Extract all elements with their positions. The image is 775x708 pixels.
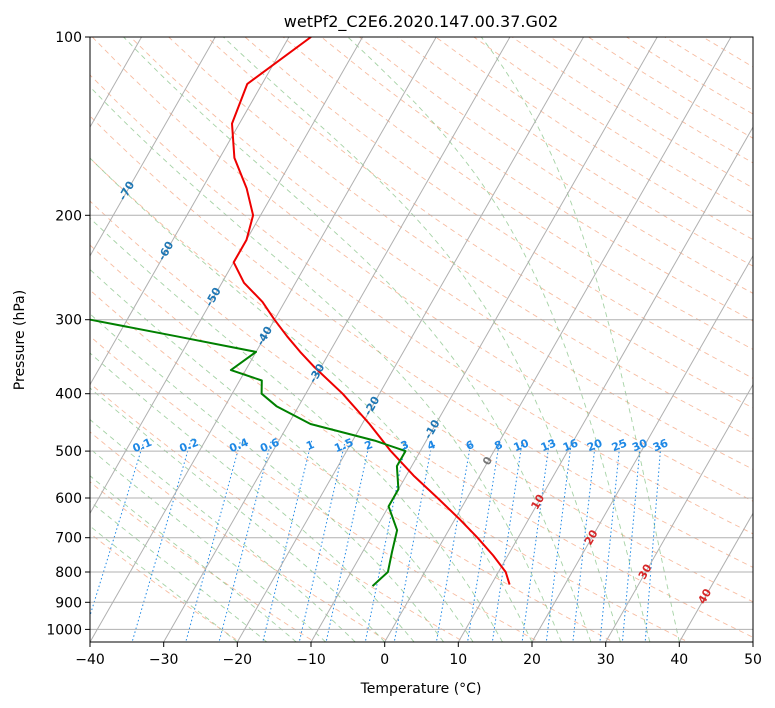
mixing-ratio-line	[435, 440, 472, 642]
mixing-ratio-line	[298, 440, 346, 642]
moist-adiabat-line	[90, 448, 327, 642]
x-tick-label: −40	[75, 652, 105, 668]
y-tick-label: 1000	[46, 622, 82, 638]
y-tick-label: 300	[55, 313, 82, 329]
y-tick-label: 700	[55, 531, 82, 547]
moist-adiabat-line	[347, 37, 651, 642]
mixing-ratio-line	[393, 440, 434, 642]
mixing-ratio-line	[185, 440, 242, 642]
dry-adiabat-line	[90, 289, 615, 642]
dry-adiabat-line	[321, 37, 753, 322]
y-tick-label: 900	[55, 595, 82, 611]
dry-adiabat-line	[90, 74, 753, 535]
x-tick-label: −10	[296, 652, 326, 668]
mixing-ratio-label: 2	[363, 438, 375, 453]
skewed-isotherms	[90, 37, 753, 642]
dry-adiabat-line	[168, 37, 753, 439]
mixing-ratio-label: 8	[493, 438, 505, 453]
plot-frame	[89, 36, 754, 643]
mixing-ratio-label: 30	[630, 436, 649, 454]
y-tick-label: 100	[55, 30, 82, 46]
profile-series	[90, 37, 511, 587]
x-tick-label: 50	[744, 652, 762, 668]
isotherm-line	[236, 37, 585, 642]
isotherm-line	[457, 126, 753, 642]
moist-adiabat-line	[90, 352, 415, 642]
y-axis-ticks: 100 200 300 400 500 600 700 800 900 1000	[46, 30, 90, 638]
mixing-ratio-label: 10	[512, 436, 531, 454]
x-axis-ticks: −40 −30 −20 −10 0 10 20 30 40 50	[75, 642, 762, 668]
chart-title: wetPf2_C2E6.2020.147.00.37.G02	[284, 12, 558, 32]
dry-adiabat-line	[90, 335, 540, 642]
y-tick-label: 500	[55, 444, 82, 460]
dry-adiabat-line	[244, 37, 753, 379]
moist-adiabat-line	[90, 86, 562, 642]
mixing-ratio-line	[364, 440, 407, 642]
mixing-ratio-lines	[90, 440, 662, 642]
temperature-profile-line	[231, 37, 511, 585]
mixing-ratio-line	[131, 440, 192, 642]
moist-adiabat-line	[480, 37, 680, 642]
mixing-ratio-label: 3	[399, 438, 411, 453]
isotherm-line	[531, 254, 753, 642]
x-tick-label: 30	[597, 652, 615, 668]
isotherm-line	[163, 37, 511, 642]
mixing-ratio-label: 1	[304, 438, 316, 453]
moist-adiabat-line	[123, 37, 592, 642]
isotherm-line	[678, 512, 753, 642]
y-tick-label: 200	[55, 208, 82, 224]
x-tick-label: 10	[449, 652, 467, 668]
moist-adiabats	[90, 37, 680, 642]
x-tick-label: 0	[380, 652, 389, 668]
dry-adiabat-line	[90, 115, 753, 568]
isotherm-line	[90, 37, 437, 642]
y-tick-label: 600	[55, 491, 82, 507]
mixing-ratio-label: 16	[561, 436, 580, 454]
mixing-ratio-line	[218, 440, 272, 642]
x-tick-label: −30	[149, 652, 179, 668]
mixing-ratio-line	[262, 440, 313, 642]
mixing-ratio-label: 25	[610, 437, 629, 455]
isotherm-line	[384, 37, 732, 642]
moist-adiabat-line	[90, 268, 474, 642]
mixing-ratio-line	[325, 440, 371, 642]
moist-adiabat-line	[223, 37, 621, 642]
moist-adiabat-line	[90, 157, 533, 642]
mixing-ratio-label: 36	[651, 436, 670, 454]
mixing-ratio-label: 13	[539, 437, 558, 455]
x-axis-label: Temperature (°C)	[360, 681, 482, 697]
moist-adiabat-line	[90, 475, 297, 642]
y-axis-label: Pressure (hPa)	[12, 290, 28, 390]
moist-adiabat-line	[90, 500, 268, 642]
dry-adiabat-line	[91, 37, 753, 502]
dry-adiabat-line	[90, 157, 753, 603]
plot-area: -100-90-80-70-60-50-40-30-20-10010203040…	[90, 37, 753, 642]
x-tick-label: 40	[670, 652, 688, 668]
x-tick-label: −20	[223, 652, 253, 668]
mixing-ratio-label: 20	[585, 436, 604, 454]
isobar-gridlines	[90, 37, 753, 630]
isotherm-line	[90, 37, 290, 386]
isotherm-line	[310, 37, 658, 642]
isotherm-line	[605, 383, 753, 642]
x-tick-label: 20	[523, 652, 541, 668]
moist-adiabat-line	[90, 217, 503, 642]
isotherm-line	[90, 37, 216, 257]
y-tick-label: 800	[55, 565, 82, 581]
y-tick-label: 400	[55, 387, 82, 403]
dewpoint-profile-line	[90, 318, 407, 587]
